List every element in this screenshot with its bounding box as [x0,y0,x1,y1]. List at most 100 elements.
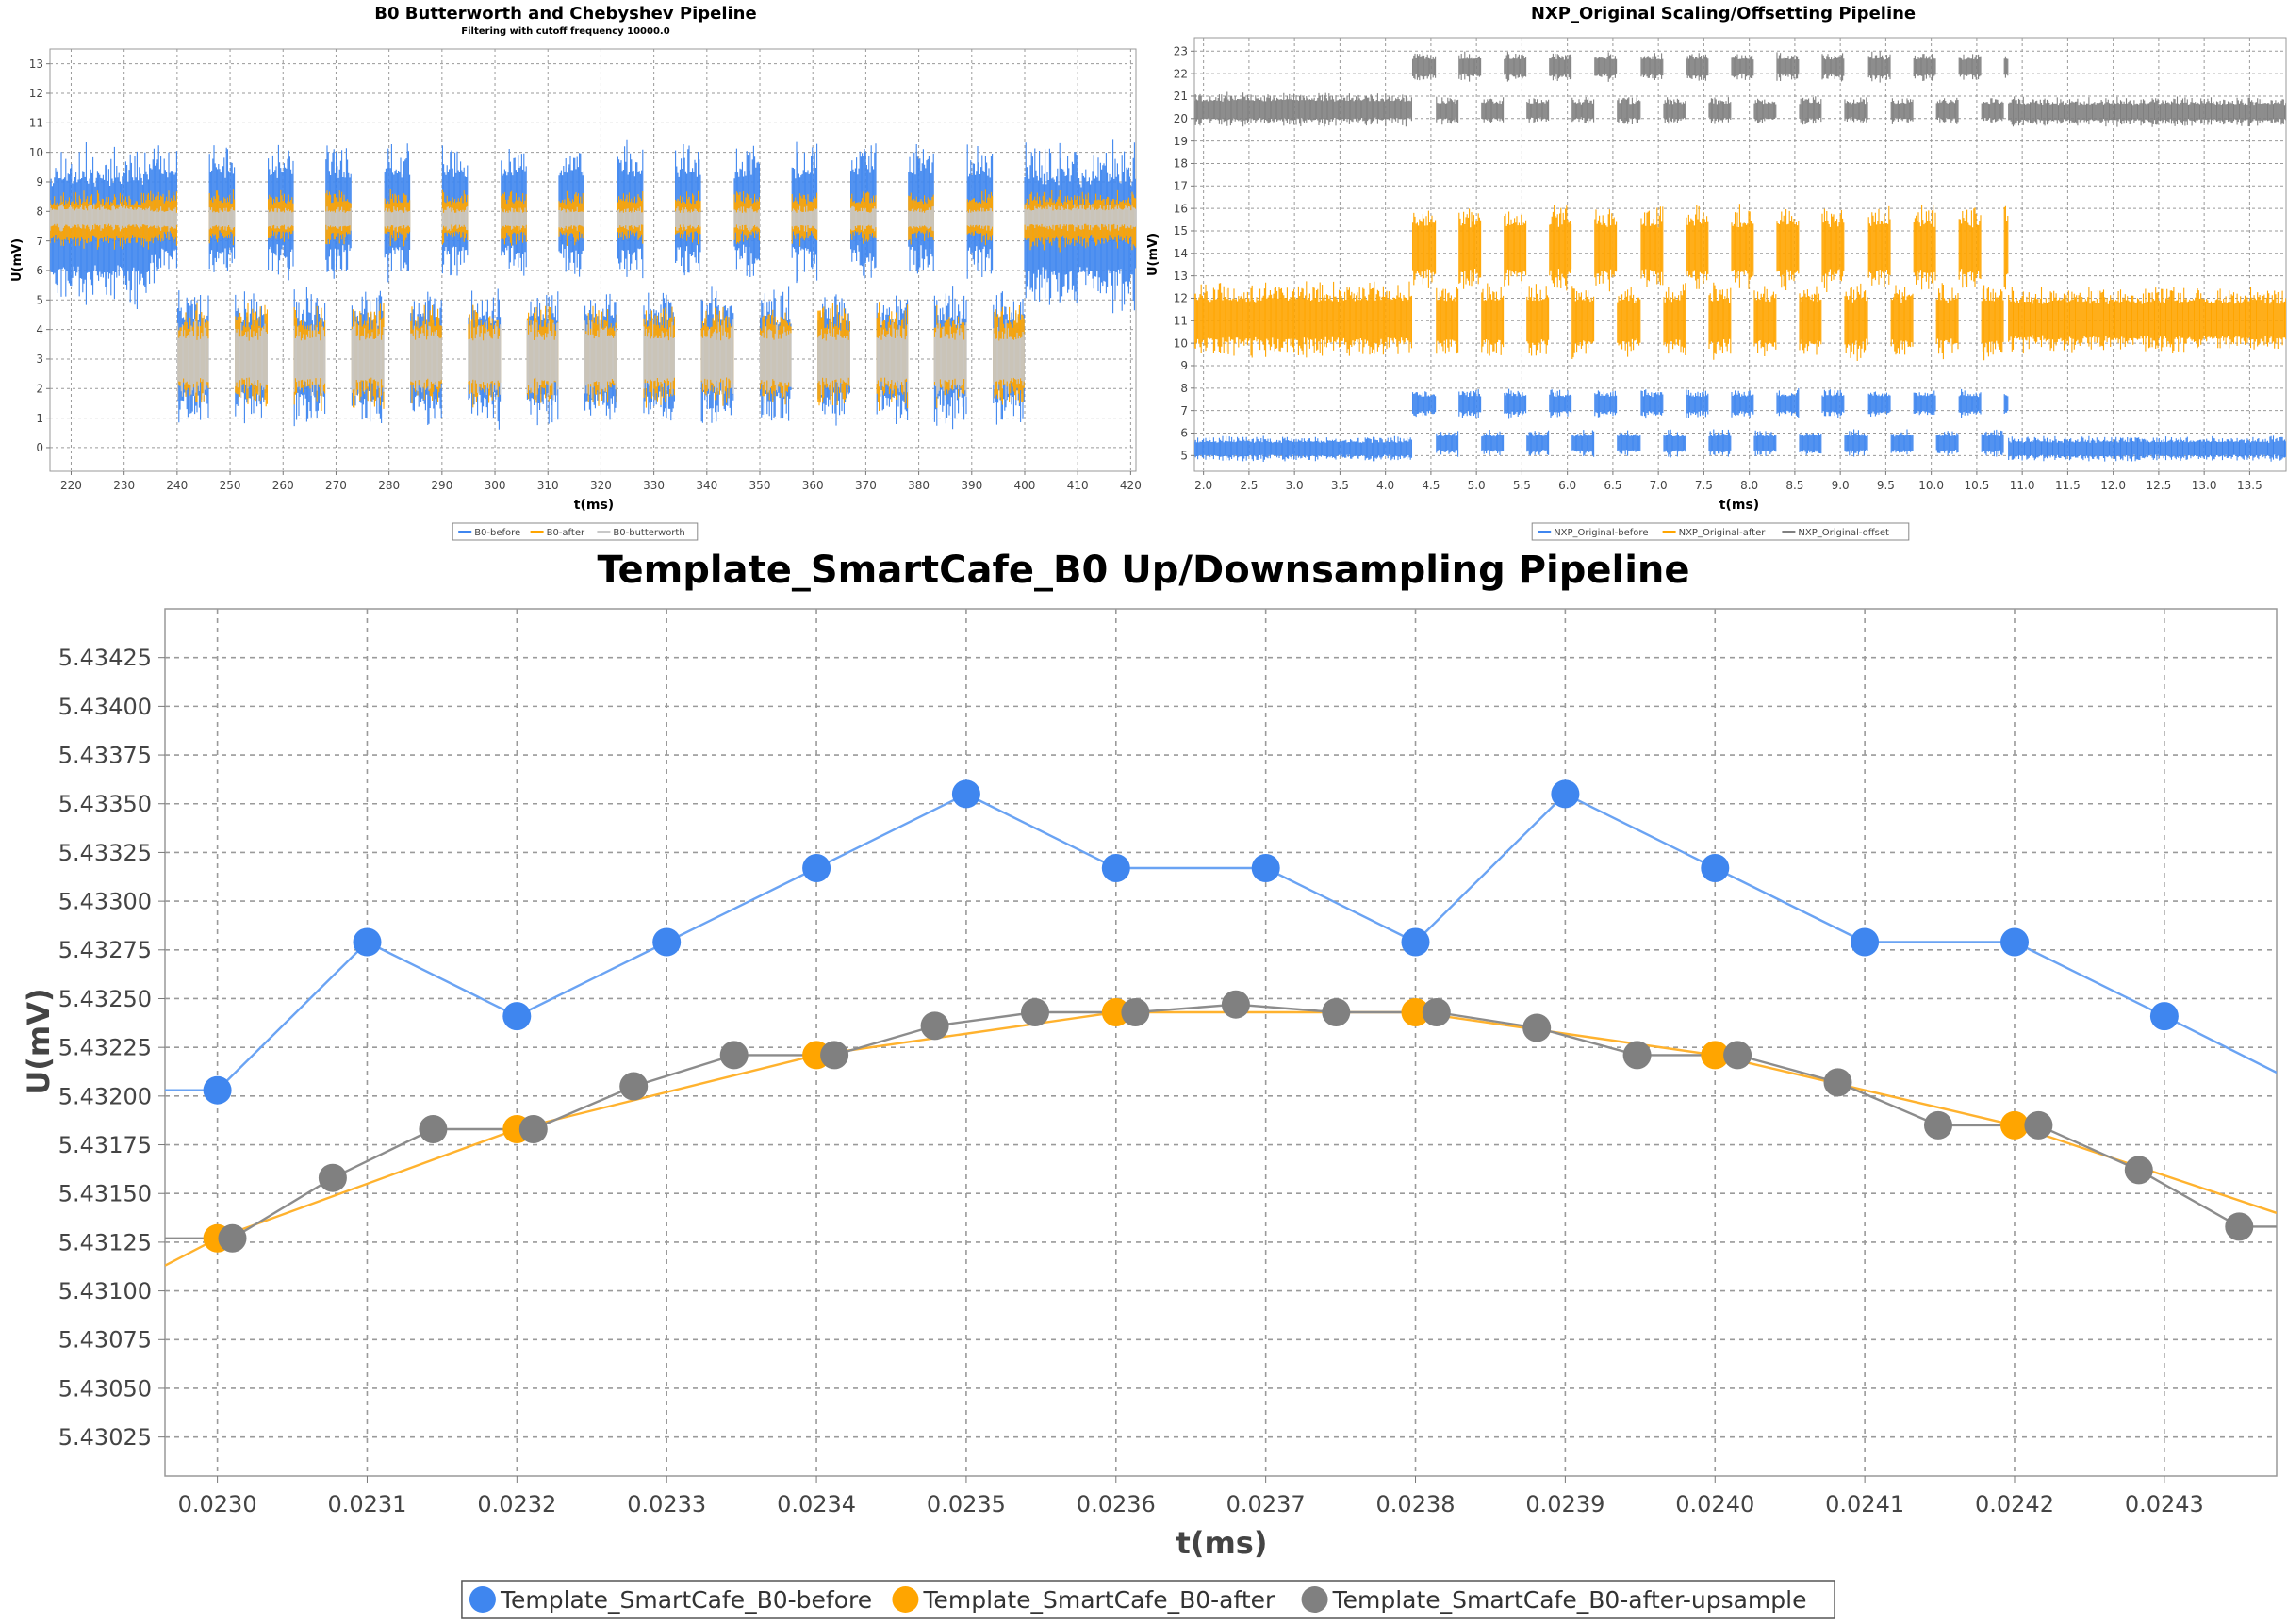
x-tick-label: 6.5 [1604,479,1621,492]
data-point [502,1002,532,1031]
x-tick-label: 2.5 [1240,479,1258,492]
data-point [1101,854,1130,882]
data-point [2149,1002,2179,1031]
x-tick-label: 3.5 [1331,479,1349,492]
x-tick-label: 6.0 [1558,479,1576,492]
y-tick-label: 17 [1174,180,1188,193]
data-point [820,1041,849,1070]
y-tick-label: 8 [36,205,43,219]
y-tick-label: 10 [29,146,43,159]
y-tick-label: 2 [36,382,43,395]
legend-entry: B0-butterworth [613,528,684,538]
chart-nxp: NXP_Original Scaling/Offsetting Pipeline… [1146,4,2287,541]
x-tick-label: 0.0230 [178,1491,257,1517]
data-point [353,927,382,957]
x-tick-label: 260 [272,479,294,492]
x-tick-label: 0.0239 [1525,1491,1604,1517]
y-tick-label: 10 [1174,336,1188,350]
x-tick-label: 11.5 [2055,479,2081,492]
y-tick-label: 15 [1174,224,1188,238]
y-tick-label: 19 [1174,135,1188,148]
y-tick-label: 5.43150 [58,1181,152,1207]
y-axis-label: U(mV) [10,238,25,282]
y-tick-label: 12 [29,87,43,100]
data-point [1522,1013,1552,1042]
x-tick-label: 230 [113,479,135,492]
data-point [1823,1068,1852,1097]
chart-title: Template_SmartCafe_B0 Up/Downsampling Pi… [597,549,1689,592]
y-tick-label: 11 [1174,315,1188,328]
y-tick-label: 11 [29,117,43,130]
data-point [1221,990,1250,1019]
series-group [1194,51,2286,462]
legend-marker [469,1586,496,1613]
y-tick-labels: 5 6 7 8 9 10 11 12 13 14 15 16 17 18 19 20 21 22 23 [1174,45,1188,463]
x-axis-label: t(ms) [1176,1525,1268,1561]
chart-butterworth-panel: B0 Butterworth and Chebyshev Pipeline Fi… [0,0,1144,547]
y-tick-label: 13 [1174,270,1188,283]
data-point [2000,927,2029,957]
x-tick-label: 7.5 [1695,479,1713,492]
x-tick-label: 300 [485,479,506,492]
chart-butterworth: B0 Butterworth and Chebyshev Pipeline Fi… [10,4,1142,541]
legend-entry: NXP_Original-before [1554,528,1648,538]
data-point [719,1041,749,1070]
y-tick-label: 5.43025 [58,1424,152,1451]
legend-entry: Template_SmartCafe_B0-before [500,1586,872,1614]
data-point [2000,1110,2029,1140]
data-point [218,1223,247,1253]
x-tick-label: 9.0 [1832,479,1850,492]
data-point [1322,998,1351,1026]
y-tick-label: 18 [1174,157,1188,171]
x-tick-label: 340 [696,479,717,492]
x-tick-labels: 220 230 240 250 260 270 280 290 300 310 320 330 340 3… [60,479,1142,492]
x-tick-label: 320 [590,479,612,492]
y-tick-label: 5.43275 [58,937,152,963]
x-tick-label: 0.0242 [1975,1491,2054,1517]
y-axis-label: U(mV) [1146,233,1160,276]
x-tick-label: 0.0237 [1226,1491,1306,1517]
x-tick-label: 410 [1067,479,1089,492]
x-tick-label: 9.5 [1877,479,1895,492]
x-tick-label: 5.0 [1468,479,1486,492]
legend: NXP_Original-before NXP_Original-after NXP… [1531,522,1910,541]
x-tick-label: 0.0235 [927,1491,1006,1517]
legend-entry: NXP_Original-after [1679,528,1767,538]
y-tick-label: 5.43050 [58,1375,152,1402]
x-tick-label: 220 [60,479,82,492]
x-tick-label: 0.0238 [1376,1491,1456,1517]
series-line-Template_SmartCafe_B0-before [165,792,2277,1091]
series-group [50,139,1136,430]
data-point [951,779,980,809]
x-tick-label: 12.0 [2100,479,2126,492]
x-tick-label: 0.0233 [627,1491,706,1517]
y-tick-label: 5 [36,293,43,306]
legend: Template_SmartCafe_B0-before Template_Sma… [461,1580,1835,1619]
data-point [2124,1156,2153,1185]
x-tick-label: 13.5 [2237,479,2262,492]
x-tick-label: 0.0241 [1825,1491,1904,1517]
data-point [1121,998,1150,1026]
legend-entry: B0-after [547,528,585,538]
x-tick-label: 370 [855,479,877,492]
y-tick-label: 5.43200 [58,1083,152,1109]
y-tick-label: 12 [1174,292,1188,305]
x-tick-label: 0.0231 [327,1491,406,1517]
y-tick-label: 5.43100 [58,1278,152,1304]
x-tick-label: 400 [1014,479,1036,492]
y-tick-labels: 5.43025 5.43050 5.43075 5.43100 5.43125 5.431… [58,645,152,1451]
data-point [1401,998,1430,1026]
legend-box [452,522,699,541]
data-point [802,854,831,882]
y-tick-label: 6 [36,264,43,277]
y-tick-label: 5.43225 [58,1035,152,1061]
x-tick-label: 12.5 [2147,479,2172,492]
y-tick-label: 0 [36,441,43,454]
y-tick-label: 9 [36,175,43,189]
chart-title: B0 Butterworth and Chebyshev Pipeline [374,4,756,24]
y-tick-label: 5.43250 [58,986,152,1012]
series-group [165,779,2277,1267]
data-point [203,1075,232,1105]
gridlines [1191,38,2286,475]
data-point [1101,998,1130,1026]
